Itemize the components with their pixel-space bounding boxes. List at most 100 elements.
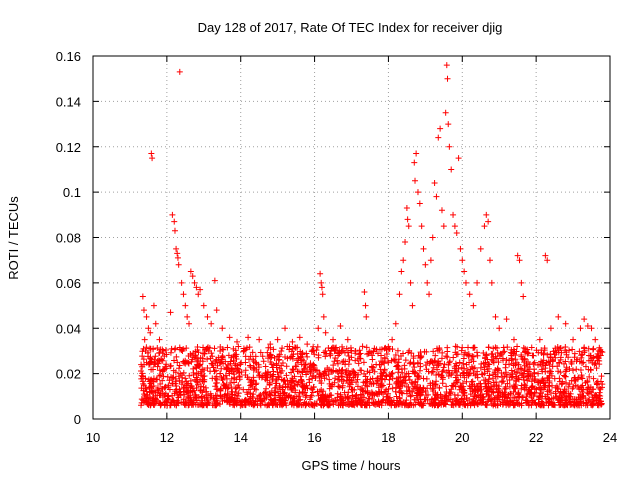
data-point xyxy=(592,336,599,343)
x-tick-label: 16 xyxy=(307,430,321,445)
data-point xyxy=(531,377,538,384)
data-point xyxy=(487,398,494,405)
data-point xyxy=(193,355,200,362)
data-point xyxy=(318,279,325,286)
data-point xyxy=(227,358,234,365)
data-point xyxy=(140,380,147,387)
data-point xyxy=(448,386,455,393)
data-point xyxy=(370,364,377,371)
data-point xyxy=(304,385,311,392)
data-point xyxy=(274,369,281,376)
data-point xyxy=(279,367,286,374)
data-point xyxy=(531,399,538,406)
data-point xyxy=(228,354,235,361)
data-point xyxy=(274,353,281,360)
data-point xyxy=(544,375,551,382)
data-point xyxy=(433,372,440,379)
data-point xyxy=(399,369,406,376)
data-point xyxy=(352,347,359,354)
data-point xyxy=(228,384,235,391)
data-point xyxy=(521,355,528,362)
data-point xyxy=(483,402,490,409)
data-point xyxy=(424,359,431,366)
data-point xyxy=(352,373,359,380)
data-point xyxy=(383,373,390,380)
data-point xyxy=(174,250,181,257)
data-point xyxy=(418,223,425,230)
data-point xyxy=(340,358,347,365)
data-point xyxy=(590,375,597,382)
data-point xyxy=(546,398,553,405)
data-point xyxy=(562,358,569,365)
data-point xyxy=(510,394,517,401)
data-point xyxy=(319,291,326,298)
data-point xyxy=(334,349,341,356)
data-point xyxy=(316,371,323,378)
data-point xyxy=(465,353,472,360)
data-point xyxy=(299,369,306,376)
data-point xyxy=(277,390,284,397)
data-point xyxy=(566,381,573,388)
data-point xyxy=(192,352,199,359)
data-point xyxy=(454,351,461,358)
data-point xyxy=(562,320,569,327)
data-point xyxy=(176,365,183,372)
data-point xyxy=(177,346,184,353)
data-point xyxy=(479,393,486,400)
data-point xyxy=(348,377,355,384)
data-point xyxy=(485,380,492,387)
data-point xyxy=(247,390,254,397)
data-point xyxy=(577,325,584,332)
data-point xyxy=(483,351,490,358)
data-point xyxy=(369,352,376,359)
data-point xyxy=(305,401,312,408)
data-point xyxy=(512,373,519,380)
data-point xyxy=(345,352,352,359)
data-point xyxy=(294,359,301,366)
data-point xyxy=(492,313,499,320)
data-point xyxy=(520,344,527,351)
data-point xyxy=(510,388,517,395)
data-point xyxy=(529,352,536,359)
data-point xyxy=(507,371,514,378)
data-point xyxy=(339,343,346,350)
data-point xyxy=(217,387,224,394)
data-point xyxy=(142,395,149,402)
data-point xyxy=(189,273,196,280)
data-point xyxy=(331,348,338,355)
data-point xyxy=(546,398,553,405)
data-point xyxy=(182,357,189,364)
data-point xyxy=(506,377,513,384)
data-point xyxy=(295,402,302,409)
data-point xyxy=(560,389,567,396)
data-point xyxy=(590,345,597,352)
data-point xyxy=(359,387,366,394)
data-point xyxy=(578,373,585,380)
data-point xyxy=(595,347,602,354)
data-point xyxy=(213,376,220,383)
data-point xyxy=(211,345,218,352)
data-point xyxy=(465,344,472,351)
data-point xyxy=(208,393,215,400)
data-point xyxy=(245,334,252,341)
data-point xyxy=(503,373,510,380)
data-point xyxy=(199,397,206,404)
data-point xyxy=(462,279,469,286)
data-point xyxy=(193,397,200,404)
data-point xyxy=(598,373,605,380)
data-point xyxy=(224,385,231,392)
data-point xyxy=(409,388,416,395)
data-point xyxy=(396,291,403,298)
data-point xyxy=(579,351,586,358)
data-point xyxy=(173,353,180,360)
data-point xyxy=(149,378,156,385)
data-point xyxy=(386,394,393,401)
data-point xyxy=(431,395,438,402)
data-point xyxy=(461,268,468,275)
grid-lines xyxy=(93,56,610,419)
data-point xyxy=(451,223,458,230)
data-point xyxy=(143,313,150,320)
data-point xyxy=(385,386,392,393)
data-point xyxy=(224,344,231,351)
data-point xyxy=(518,353,525,360)
